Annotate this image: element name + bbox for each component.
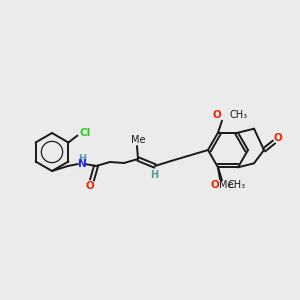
Text: O: O [210,180,219,190]
Text: N: N [78,159,86,169]
Text: CH₃: CH₃ [228,180,246,190]
Text: Cl: Cl [80,128,91,139]
Text: H: H [78,154,86,164]
Text: Me: Me [131,135,145,145]
Text: O: O [274,133,282,143]
Text: CH₃: CH₃ [230,110,248,120]
Text: O: O [85,181,94,191]
Text: Me: Me [219,180,233,190]
Text: O: O [212,110,221,120]
Text: H: H [150,170,158,180]
